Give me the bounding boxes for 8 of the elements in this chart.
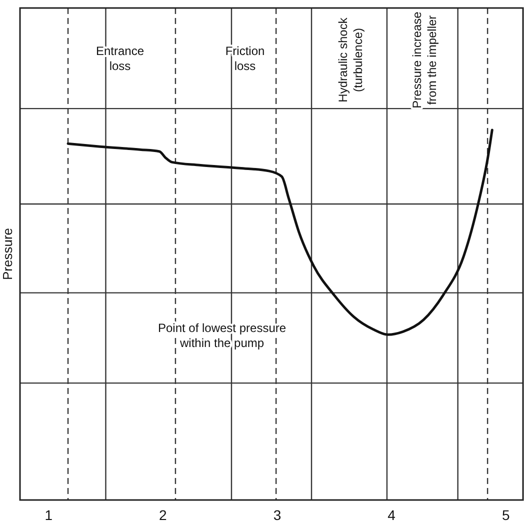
y-axis-title: Pressure xyxy=(0,228,15,280)
x-tick-label: 1 xyxy=(44,506,53,523)
text: Hydraulic shock (turbulence) xyxy=(336,16,365,102)
x-tick-label: 4 xyxy=(388,506,396,523)
x-tick-label: 5 xyxy=(502,506,510,523)
x-tick-label: 2 xyxy=(159,506,167,523)
x-tick-label: 3 xyxy=(273,506,282,523)
text: Pressure increase from the impeller xyxy=(410,11,439,108)
